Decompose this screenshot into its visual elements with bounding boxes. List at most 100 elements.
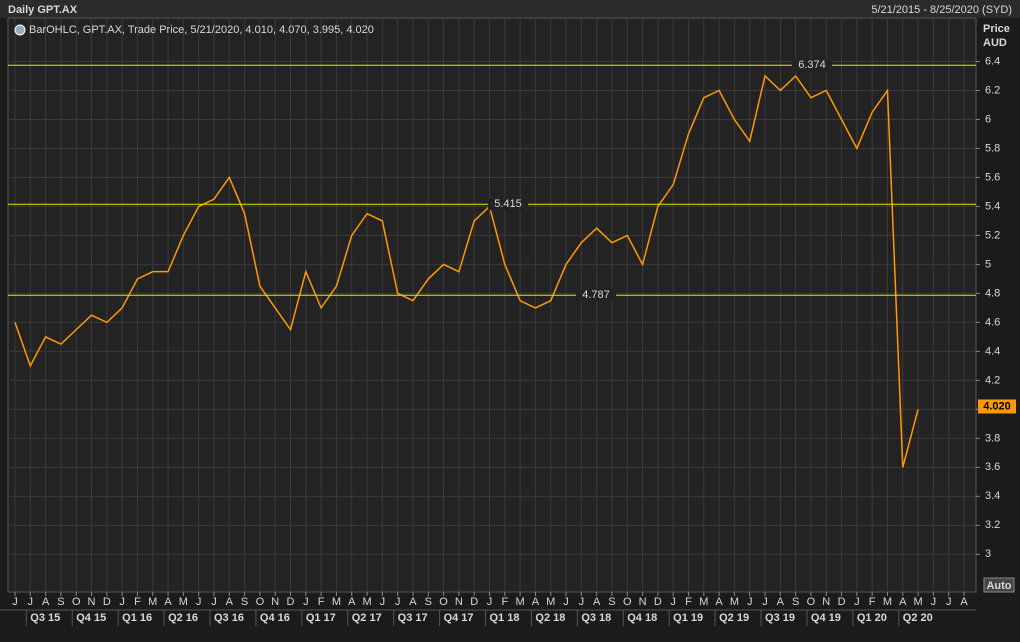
quarter-label: Q4 19	[811, 612, 841, 624]
x-tick-label: J	[670, 596, 676, 608]
date-range: 5/21/2015 - 8/25/2020 (SYD)	[871, 4, 1012, 16]
y-axis-unit: AUD	[983, 37, 1007, 49]
x-tick-label: M	[148, 596, 157, 608]
x-tick-label: J	[854, 596, 860, 608]
x-tick-label: J	[931, 596, 937, 608]
quarter-label: Q1 20	[857, 612, 887, 624]
x-tick-label: M	[883, 596, 892, 608]
legend-icon[interactable]	[14, 24, 26, 36]
quarter-label: Q1 18	[490, 612, 520, 624]
legend-text: BarOHLC, GPT.AX, Trade Price, 5/21/2020,…	[29, 24, 374, 36]
quarter-label: Q3 15	[30, 612, 60, 624]
x-tick-label: N	[271, 596, 279, 608]
quarter-label: Q2 19	[719, 612, 749, 624]
x-tick-label: J	[303, 596, 309, 608]
x-tick-label: M	[730, 596, 739, 608]
x-tick-label: F	[134, 596, 141, 608]
y-axis-title: Price	[983, 23, 1010, 35]
x-tick-label: A	[409, 596, 417, 608]
x-tick-label: J	[28, 596, 34, 608]
quarter-label: Q1 17	[306, 612, 336, 624]
x-tick-label: M	[516, 596, 525, 608]
chart-title: Daily GPT.AX	[8, 4, 78, 16]
quarter-label: Q3 18	[581, 612, 611, 624]
x-tick-label: J	[946, 596, 952, 608]
marks: 6.374 5.415 4.787	[8, 59, 976, 468]
y-tick-label: 4.8	[985, 287, 1000, 299]
quarter-label: Q1 16	[122, 612, 152, 624]
x-tick-label: N	[822, 596, 830, 608]
x-tick-label: D	[838, 596, 846, 608]
quarter-label: Q2 18	[535, 612, 565, 624]
x-tick-label: J	[380, 596, 386, 608]
header-bar	[0, 0, 1020, 18]
quarter-label: Q1 19	[673, 612, 703, 624]
x-tick-label: A	[348, 596, 356, 608]
x-tick-label: D	[470, 596, 478, 608]
hline-label: 6.374	[798, 59, 826, 71]
y-tick-label: 5.4	[985, 200, 1000, 212]
x-tick-label: A	[899, 596, 907, 608]
y-tick-label: 3.6	[985, 461, 1000, 473]
x-tick-label: M	[699, 596, 708, 608]
quarter-label: Q4 15	[76, 612, 106, 624]
y-tick-label: 6	[985, 113, 991, 125]
x-tick-label: A	[715, 596, 723, 608]
x-tick-label: M	[362, 596, 371, 608]
quarter-label: Q4 16	[260, 612, 290, 624]
x-tick-label: M	[332, 596, 341, 608]
y-tick-label: 4.2	[985, 374, 1000, 386]
hline-label-bg	[576, 289, 616, 302]
x-tick-label: F	[501, 596, 508, 608]
x-tick-label: S	[241, 596, 248, 608]
quarter-label: Q4 18	[627, 612, 657, 624]
x-tick-label: J	[12, 596, 18, 608]
x-tick-label: A	[593, 596, 601, 608]
quarter-label: Q2 16	[168, 612, 198, 624]
y-tick-label: 3.8	[985, 432, 1000, 444]
price-line	[14, 74, 919, 468]
x-tick-label: F	[869, 596, 876, 608]
quarter-label: Q2 20	[903, 612, 933, 624]
x-tick-label: J	[762, 596, 768, 608]
quarter-label: Q3 19	[765, 612, 795, 624]
last-price-tag	[978, 399, 1016, 414]
x-tick-label: O	[439, 596, 448, 608]
hline-label: 4.787	[582, 289, 610, 301]
quarter-label: Q3 16	[214, 612, 244, 624]
quarter-label: Q3 17	[398, 612, 428, 624]
y-tick-label: 5.2	[985, 229, 1000, 241]
x-tick-label: F	[685, 596, 692, 608]
quarter-label: Q2 17	[352, 612, 382, 624]
x-tick-label: J	[579, 596, 585, 608]
scale-button[interactable]	[983, 577, 1015, 593]
x-tick-label: J	[487, 596, 493, 608]
x-tick-label: N	[455, 596, 463, 608]
x-tick-label: M	[546, 596, 555, 608]
x-tick-label: J	[747, 596, 753, 608]
x-tick-label: J	[395, 596, 401, 608]
last-price-label: 4.020	[983, 400, 1011, 412]
hline-label-bg	[488, 198, 528, 211]
x-tick-label: F	[318, 596, 325, 608]
y-tick-label: 6.2	[985, 84, 1000, 96]
y-tick-label: 3.2	[985, 519, 1000, 531]
x-tick-label: A	[532, 596, 540, 608]
y-tick-label: 3	[985, 548, 991, 560]
x-tick-label: N	[88, 596, 96, 608]
quarter-label: Q4 17	[444, 612, 474, 624]
x-tick-label: N	[639, 596, 647, 608]
y-tick-label: 5.6	[985, 171, 1000, 183]
x-tick-label: A	[777, 596, 785, 608]
x-tick-label: M	[179, 596, 188, 608]
y-tick-label: 4.4	[985, 345, 1000, 357]
scale-button-label[interactable]: Auto	[986, 580, 1011, 592]
y-tick-label: 3.4	[985, 490, 1000, 502]
x-tick-label: S	[608, 596, 615, 608]
x-tick-label: O	[623, 596, 632, 608]
hline-label: 5.415	[494, 198, 522, 210]
y-tick-label: 4.6	[985, 316, 1000, 328]
x-tick-label: J	[563, 596, 569, 608]
x-tick-label: S	[425, 596, 432, 608]
